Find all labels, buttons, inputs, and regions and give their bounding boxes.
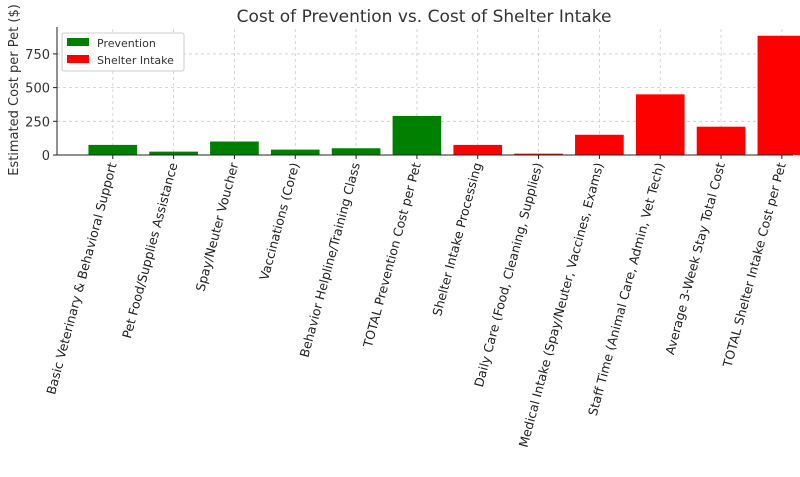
chart-title: Cost of Prevention vs. Cost of Shelter I… <box>237 7 612 27</box>
x-tick-label: Shelter Intake Processing <box>429 161 484 318</box>
x-tick-label: TOTAL Shelter Intake Cost per Pet <box>719 161 788 370</box>
bar <box>331 148 381 155</box>
bar <box>575 134 624 155</box>
bar <box>270 149 320 155</box>
legend-label: Prevention <box>97 37 156 50</box>
x-tick-label: Spay/Neuter Voucher <box>193 160 242 293</box>
legend-label: Shelter Intake <box>97 54 174 67</box>
legend-swatch <box>67 38 89 46</box>
bar <box>696 126 746 155</box>
bar <box>453 144 503 155</box>
bar <box>149 151 198 155</box>
bar <box>210 141 259 155</box>
x-tick-label: Average 3-Week Stay Total Cost <box>662 161 728 357</box>
y-tick-label: 750 <box>25 48 50 63</box>
x-tick-label: TOTAL Prevention Cost per Pet <box>360 161 424 350</box>
y-tick-label: 500 <box>25 82 50 97</box>
x-tick-label: Daily Care (Food, Cleaning, Supplies) <box>471 161 545 389</box>
y-axis-label: Estimated Cost per Pet ($) <box>7 4 22 176</box>
legend-box <box>61 32 185 72</box>
legend: Prevention Shelter Intake <box>61 32 185 72</box>
y-tick-label: 0 <box>42 149 50 164</box>
bar <box>514 153 563 155</box>
x-tick-label: Staff Time (Animal Care, Admin, Vet Tech… <box>585 161 667 417</box>
bar <box>88 144 138 155</box>
x-tick-label: Vaccinations (Core) <box>256 161 302 282</box>
x-tick-label: Basic Veterinary & Behavioral Support <box>43 161 119 396</box>
legend-swatch <box>67 55 89 63</box>
bar <box>635 94 685 155</box>
x-tick-label: Behavior Helpline/Training Class <box>296 161 362 359</box>
x-tick-label: Pet Food/Supplies Assistance <box>119 161 180 340</box>
bar <box>392 115 442 155</box>
y-tick-label: 250 <box>25 115 50 130</box>
bar <box>757 35 800 155</box>
